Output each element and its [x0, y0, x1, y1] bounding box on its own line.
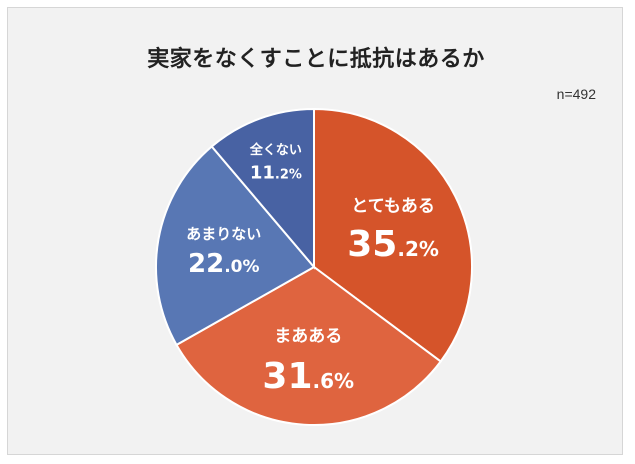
slice-label-1: とてもある — [351, 196, 435, 216]
pie-slice-3 — [155, 145, 316, 347]
chart-title: 実家をなくすことに抵抗はあるか — [147, 47, 485, 72]
pie-slice-1 — [313, 107, 473, 363]
pie-chart: とてもある 35.2% まあある 31.6% あまりない 22.0% 全くない 11.2% — [155, 107, 473, 426]
chart-frame: 実家をなくすことに抵抗はあるか n=492 とてもある 35.2% まあある 31.6… — [7, 7, 623, 455]
slice-label-3: あまりない — [186, 225, 261, 243]
pie-slice-2 — [175, 265, 443, 426]
slice-value-1: 35.2% — [347, 224, 439, 265]
slice-value-3: 22.0% — [188, 249, 260, 279]
slice-value-4: 11.2% — [250, 162, 302, 183]
slice-label-4: 全くない — [249, 142, 302, 158]
slice-label-2: まあある — [274, 326, 342, 346]
sample-size-note: n=492 — [556, 86, 596, 102]
pie-slice-4 — [210, 107, 315, 270]
slice-value-2: 31.6% — [262, 356, 354, 397]
